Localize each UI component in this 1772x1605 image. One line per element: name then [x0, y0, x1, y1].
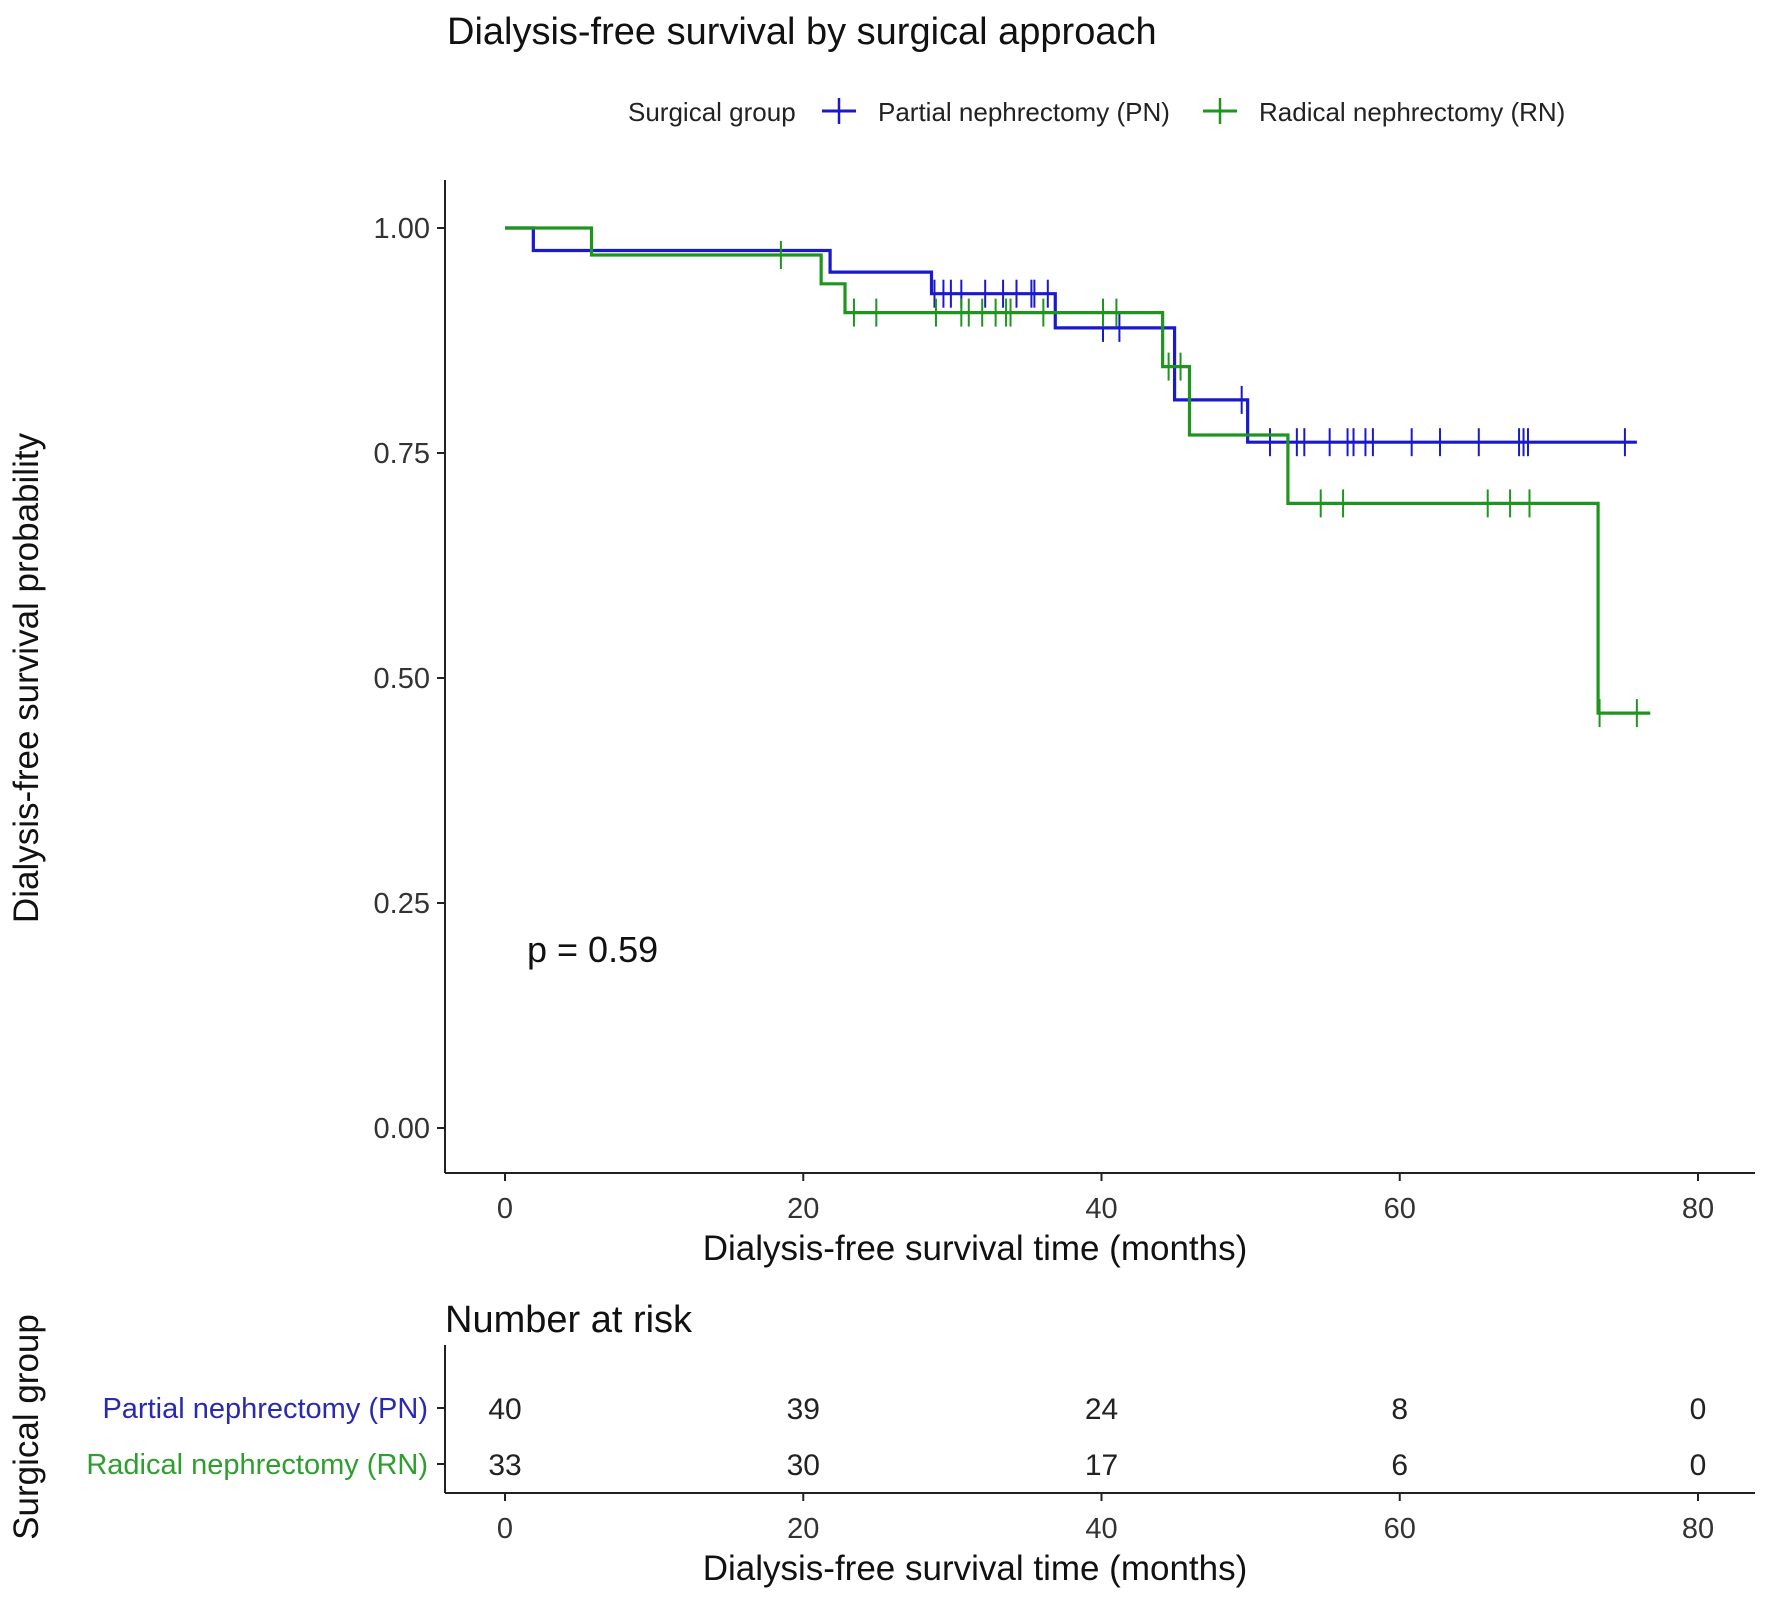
x-ticks: 0 20 40 60 80 — [497, 1173, 1714, 1225]
risk-count-pn: 40 — [488, 1393, 521, 1426]
p-value-annotation: p = 0.59 — [527, 929, 658, 970]
y-ticks: 0.00 0.25 0.50 0.75 1.00 — [374, 213, 445, 1145]
y-tick-label: 0.75 — [374, 438, 430, 470]
risk-x-tick-label: 0 — [497, 1513, 513, 1545]
legend-key-rn — [1203, 98, 1237, 124]
survival-curves — [505, 226, 1651, 728]
y-axis-title: Dialysis-free survival probability — [7, 432, 46, 923]
chart-title: Dialysis-free survival by surgical appro… — [447, 11, 1157, 53]
legend-key-pn — [822, 98, 856, 124]
legend: Surgical group Partial nephrectomy (PN) … — [628, 97, 1565, 127]
risk-count-pn: 0 — [1690, 1393, 1707, 1426]
y-tick-label: 0.50 — [374, 663, 430, 695]
risk-table-title: Number at risk — [445, 1299, 693, 1341]
legend-title: Surgical group — [628, 97, 796, 127]
survival-line-pn — [505, 226, 1637, 444]
risk-x-axis-title: Dialysis-free survival time (months) — [703, 1549, 1248, 1588]
risk-row-label-pn: Partial nephrectomy (PN) — [102, 1393, 428, 1425]
y-tick-label: 1.00 — [374, 213, 430, 245]
series-rn — [505, 226, 1651, 728]
risk-x-tick-label: 40 — [1085, 1513, 1117, 1545]
survival-line-rn — [505, 226, 1651, 715]
risk-count-rn: 17 — [1085, 1449, 1118, 1482]
risk-count-rn: 30 — [787, 1449, 820, 1482]
y-tick-label: 0.25 — [374, 888, 430, 920]
risk-y-axis-title: Surgical group — [7, 1314, 46, 1540]
risk-count-rn: 0 — [1690, 1449, 1707, 1482]
risk-row-label-rn: Radical nephrectomy (RN) — [86, 1449, 428, 1481]
risk-x-tick-label: 20 — [787, 1513, 819, 1545]
legend-label-pn: Partial nephrectomy (PN) — [878, 97, 1170, 127]
x-tick-label: 20 — [787, 1193, 819, 1225]
legend-label-rn: Radical nephrectomy (RN) — [1259, 97, 1565, 127]
risk-count-rn: 33 — [488, 1449, 521, 1482]
risk-x-tick-label: 60 — [1384, 1513, 1416, 1545]
risk-x-tick-label: 80 — [1682, 1513, 1714, 1545]
risk-table: Partial nephrectomy (PN) 40 39 24 8 0Radical … — [86, 1393, 1714, 1545]
x-axis-title: Dialysis-free survival time (months) — [703, 1229, 1248, 1268]
risk-count-pn: 39 — [787, 1393, 820, 1426]
risk-count-rn: 6 — [1391, 1449, 1408, 1482]
series-pn — [505, 226, 1637, 457]
y-tick-label: 0.00 — [374, 1113, 430, 1145]
risk-count-pn: 8 — [1391, 1393, 1408, 1426]
x-tick-label: 40 — [1085, 1193, 1117, 1225]
x-tick-label: 60 — [1384, 1193, 1416, 1225]
risk-count-pn: 24 — [1085, 1393, 1118, 1426]
x-tick-label: 0 — [497, 1193, 513, 1225]
x-tick-label: 80 — [1682, 1193, 1714, 1225]
